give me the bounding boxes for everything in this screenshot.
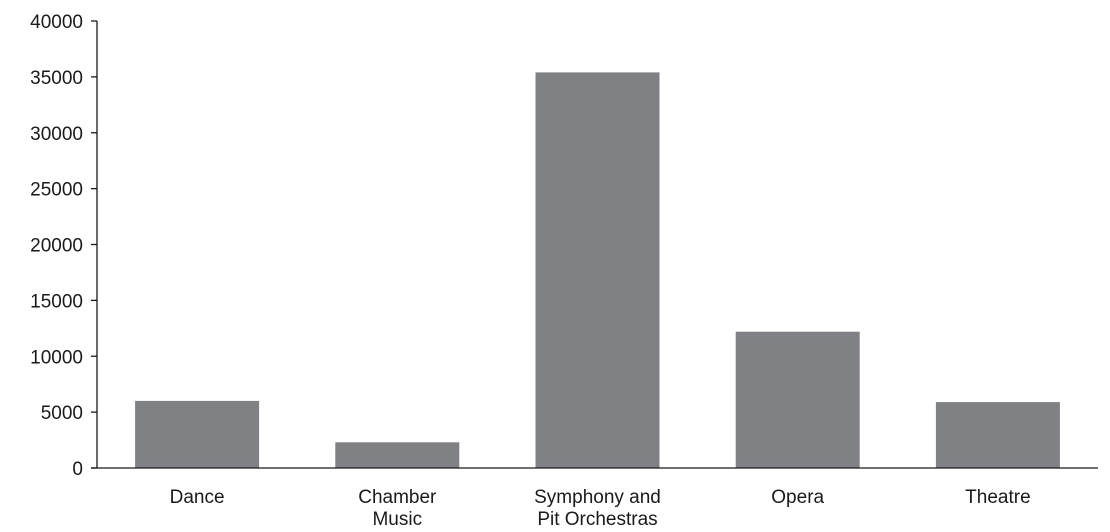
y-tick-label: 40000 xyxy=(30,12,83,33)
bar-3 xyxy=(735,331,860,468)
y-tick-label: 5000 xyxy=(41,403,83,424)
y-tick-label: 0 xyxy=(72,459,83,480)
y-tick-label: 10000 xyxy=(30,347,83,368)
y-tick-label: 20000 xyxy=(30,236,83,257)
bar-2 xyxy=(535,72,660,469)
bar-0 xyxy=(135,400,260,468)
x-category-label: Dance xyxy=(170,487,225,508)
x-category-label: Chamber Music xyxy=(358,487,437,530)
x-category-label: Opera xyxy=(771,487,824,508)
axes-layer xyxy=(91,20,1098,469)
y-tick-label: 15000 xyxy=(30,291,83,312)
bar-4 xyxy=(935,402,1060,468)
y-tick-label: 30000 xyxy=(30,124,83,145)
bar-1 xyxy=(335,442,460,468)
bars-layer xyxy=(135,72,1060,469)
x-category-label: Symphony and Pit Orchestras xyxy=(534,487,661,530)
x-category-label: Theatre xyxy=(965,487,1030,508)
y-tick-label: 25000 xyxy=(30,180,83,201)
labels-layer: 0 5000 10000 15000 20000 25000 30000 35000 40000… xyxy=(30,12,1030,530)
y-tick-label: 35000 xyxy=(30,68,83,89)
